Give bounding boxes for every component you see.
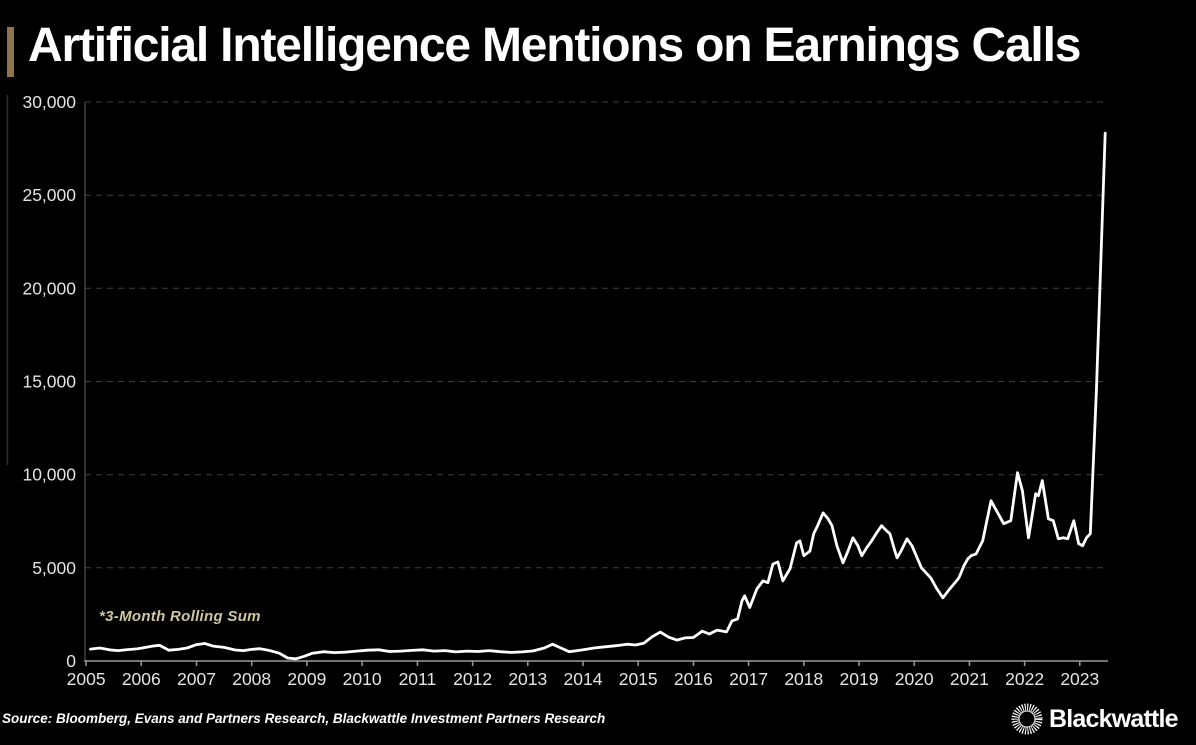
x-axis-tick-label: 2021	[950, 669, 989, 689]
x-axis-tick-label: 2006	[122, 669, 161, 689]
blackwattle-logo-text: Blackwattle	[1049, 704, 1179, 733]
x-axis-tick-label: 2010	[343, 669, 382, 689]
y-axis-tick-label: 20,000	[22, 278, 76, 298]
x-axis-tick-label: 2022	[1005, 669, 1044, 689]
x-axis-tick-label: 2015	[619, 669, 658, 689]
x-axis-tick-label: 2005	[67, 669, 106, 689]
y-axis-tick-label: 15,000	[22, 372, 76, 392]
blackwattle-sunburst-icon	[1011, 703, 1043, 735]
x-axis-tick-label: 2019	[840, 669, 879, 689]
x-axis-tick-label: 2009	[287, 669, 326, 689]
chart-title: Artificial Intelligence Mentions on Earn…	[28, 19, 1081, 72]
title-accent-bar	[7, 27, 14, 77]
x-axis-tick-label: 2020	[895, 669, 934, 689]
y-axis-tick-label: 0	[66, 651, 76, 671]
source-citation: Source: Bloomberg, Evans and Partners Re…	[2, 711, 606, 726]
x-axis-tick-label: 2008	[232, 669, 271, 689]
blackwattle-logo: Blackwattle	[1009, 701, 1179, 737]
y-axis-tick-label: 5,000	[32, 558, 76, 578]
x-axis-tick-label: 2016	[674, 669, 713, 689]
x-axis-tick-label: 2023	[1060, 669, 1099, 689]
x-axis-tick-label: 2014	[564, 669, 603, 689]
x-axis-tick-label: 2011	[399, 669, 437, 689]
ai-mentions-series-line	[89, 131, 1107, 661]
x-axis-tick-label: 2007	[177, 669, 216, 689]
y-axis-tick-label: 30,000	[22, 92, 76, 112]
x-axis-tick-label: 2018	[784, 669, 823, 689]
x-axis-tick-label: 2013	[508, 669, 547, 689]
rolling-sum-annotation: *3-Month Rolling Sum	[99, 608, 261, 625]
y-axis-tick-label: 25,000	[22, 185, 76, 205]
x-axis-tick-label: 2012	[453, 669, 492, 689]
x-axis-tick-label: 2017	[729, 669, 768, 689]
y-axis-tick-label: 10,000	[22, 465, 76, 485]
